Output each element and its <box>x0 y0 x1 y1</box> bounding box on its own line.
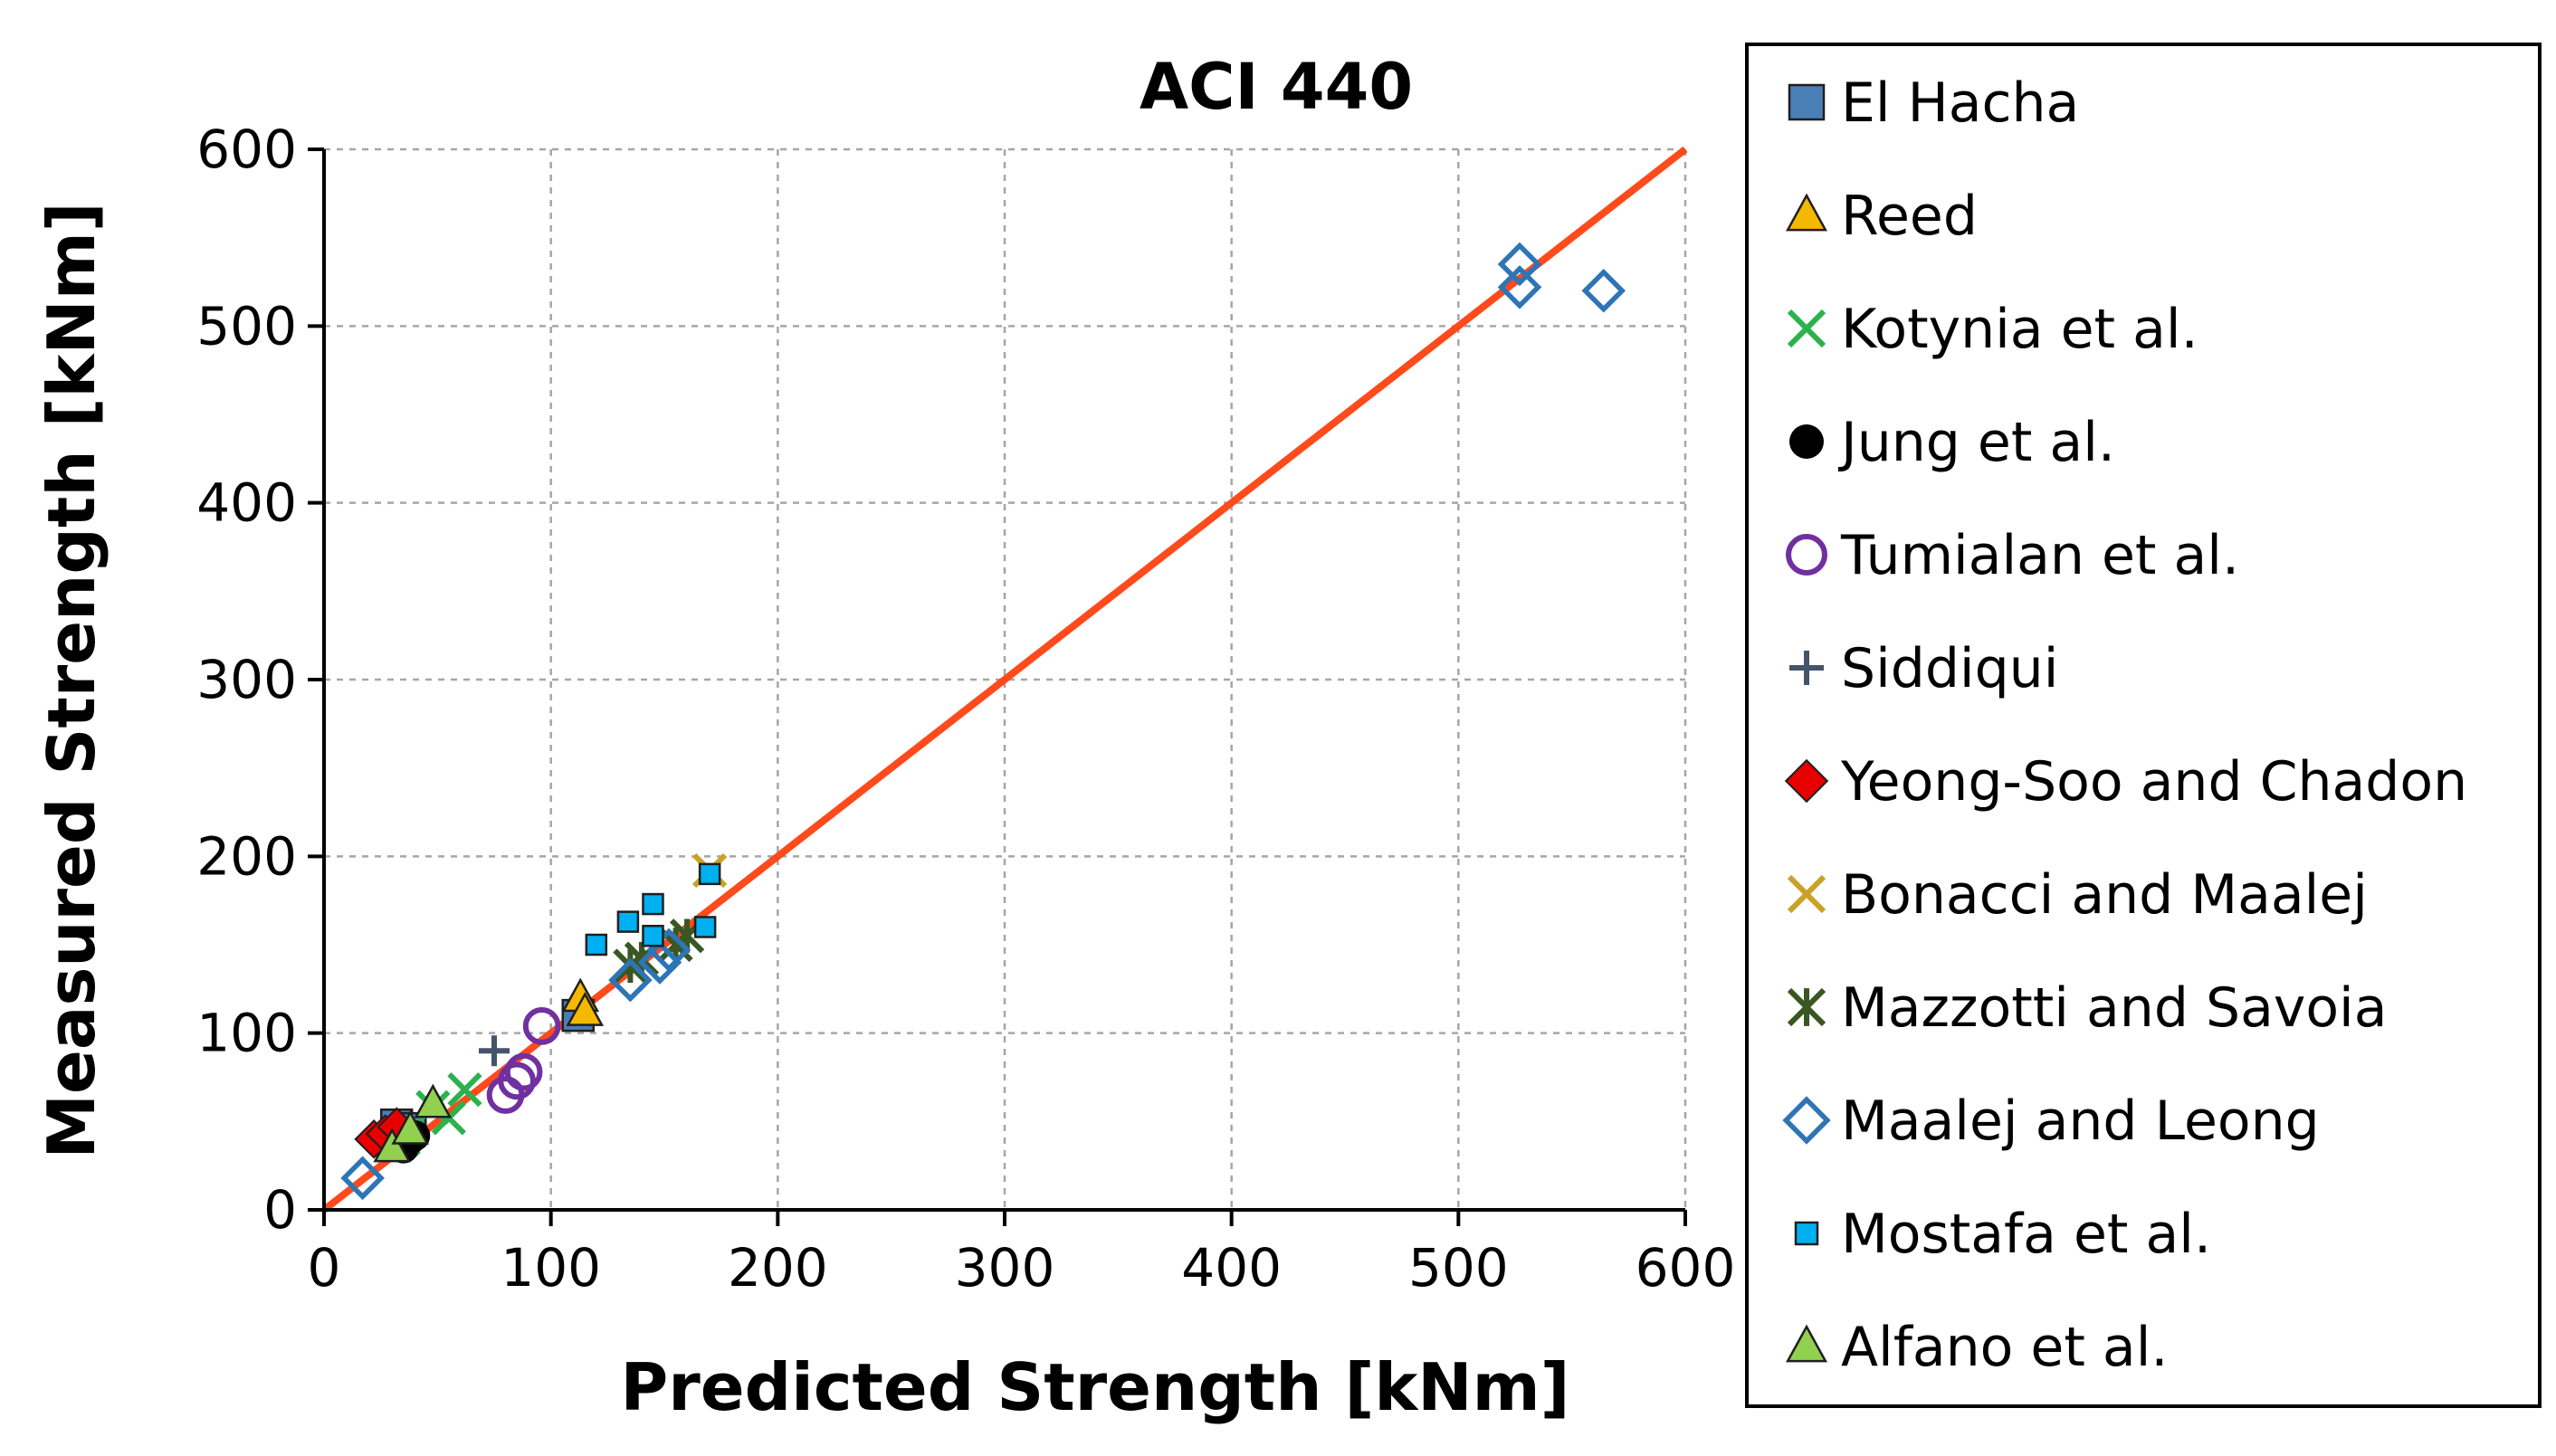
legend-marker <box>1784 758 1829 804</box>
legend-item-kotynia-et-al: Kotynia et al. <box>1787 298 2198 361</box>
legend-marker <box>1789 651 1824 685</box>
chart-title: ACI 440 <box>1140 50 1413 124</box>
legend-marker <box>1786 534 1827 576</box>
data-point <box>522 1007 561 1045</box>
data-point <box>642 924 664 947</box>
data-point <box>585 933 608 956</box>
legend-item-maalej-and-leong: Maalej and Leong <box>1782 1090 2320 1153</box>
legend: El Hacha Reed Kotynia et al. Jung et al. Tum… <box>1745 43 2542 1408</box>
legend-item-siddiqui: Siddiqui <box>1789 637 2058 700</box>
legend-label: Kotynia et al. <box>1841 298 2198 361</box>
legend-label: Mazzotti and Savoia <box>1841 976 2388 1040</box>
legend-marker <box>1787 309 1826 348</box>
x-tick-label: 500 <box>1408 1237 1509 1299</box>
data-points <box>340 242 1626 1201</box>
data-point <box>1497 265 1542 309</box>
line-of-equality <box>321 146 1688 1213</box>
data-point <box>616 910 640 933</box>
series-maalej-and-leong <box>340 242 1626 1201</box>
legend-item-jung-et-al: Jung et al. <box>1789 411 2115 474</box>
data-point <box>566 992 605 1026</box>
y-tick-label: 300 <box>196 649 297 710</box>
axes <box>308 148 1687 1226</box>
series-mostafa-et-al <box>585 862 721 956</box>
legend-label: Maalej and Leong <box>1841 1090 2320 1153</box>
y-tick-label: 500 <box>196 295 297 357</box>
y-tick-label: 0 <box>263 1179 297 1241</box>
x-tick-label: 200 <box>728 1237 828 1299</box>
y-tick-label: 600 <box>196 119 297 180</box>
data-point <box>1497 242 1542 287</box>
legend-label: Jung et al. <box>1837 411 2115 474</box>
data-point <box>498 1061 536 1100</box>
series-alfano-et-al <box>373 1083 453 1163</box>
x-tick-label: 0 <box>308 1237 341 1299</box>
data-point <box>608 957 653 1003</box>
series-reed <box>561 977 605 1026</box>
y-tick-label: 200 <box>196 825 297 887</box>
series-tumialan-et-al <box>486 1007 561 1114</box>
data-point <box>504 1052 543 1091</box>
legend-items: El Hacha Reed Kotynia et al. Jung et al. Tum… <box>1782 71 2467 1379</box>
tick-labels: 0 100 200 300 400 500 600 0 100 200 300 400 500 600 <box>196 119 1735 1299</box>
x-tick-label: 100 <box>501 1237 601 1299</box>
data-point <box>373 1128 412 1163</box>
legend-marker <box>1788 83 1826 121</box>
data-point <box>1581 268 1626 313</box>
legend-item-tumialan-et-al: Tumialan et al. <box>1786 524 2239 587</box>
legend-item-el-hacha: El Hacha <box>1788 71 2079 135</box>
legend-label: Siddiqui <box>1841 637 2058 700</box>
data-point <box>414 1083 453 1118</box>
legend-item-mazzotti-and-savoia: Mazzotti and Savoia <box>1787 976 2388 1040</box>
x-axis-title: Predicted Strength [kNm] <box>621 1349 1570 1425</box>
legend-marker <box>1785 1324 1828 1363</box>
x-tick-label: 600 <box>1636 1237 1736 1299</box>
legend-marker <box>1789 424 1824 459</box>
legend-item-yeong-soo-and-chadon: Yeong-Soo and Chadon <box>1784 750 2467 814</box>
data-point <box>479 1035 510 1067</box>
legend-label: Yeong-Soo and Chadon <box>1840 750 2467 814</box>
legend-marker <box>1794 1221 1819 1246</box>
legend-item-reed: Reed <box>1785 185 1978 248</box>
data-point <box>637 940 682 985</box>
data-point <box>698 862 721 886</box>
legend-label: El Hacha <box>1841 71 2079 135</box>
legend-label: Alfano et al. <box>1841 1316 2168 1379</box>
data-point <box>391 1109 430 1145</box>
legend-label: Mostafa et al. <box>1841 1203 2211 1266</box>
legend-label: Reed <box>1841 185 1978 248</box>
legend-label: Tumialan et al. <box>1840 524 2239 587</box>
legend-item-mostafa-et-al: Mostafa et al. <box>1794 1203 2211 1266</box>
x-tick-label: 400 <box>1181 1237 1282 1299</box>
data-point <box>340 1156 385 1201</box>
data-point <box>693 916 717 938</box>
legend-item-alfano-et-al: Alfano et al. <box>1785 1316 2168 1379</box>
series-siddiqui <box>479 1035 510 1067</box>
legend-marker <box>1782 1096 1831 1145</box>
data-point <box>447 1072 482 1108</box>
y-tick-label: 100 <box>196 1003 297 1064</box>
legend-marker <box>1785 193 1828 232</box>
legend-label: Bonacci and Maalej <box>1841 863 2368 927</box>
data-point <box>642 892 664 916</box>
legend-frame <box>1745 43 2542 1408</box>
x-tick-label: 300 <box>955 1237 1055 1299</box>
legend-marker <box>1787 874 1826 914</box>
legend-marker <box>1787 987 1826 1027</box>
legend-item-bonacci-and-maalej: Bonacci and Maalej <box>1787 863 2368 927</box>
y-tick-label: 400 <box>196 472 297 534</box>
y-axis-title: Measured Strength [kNm] <box>33 202 110 1158</box>
